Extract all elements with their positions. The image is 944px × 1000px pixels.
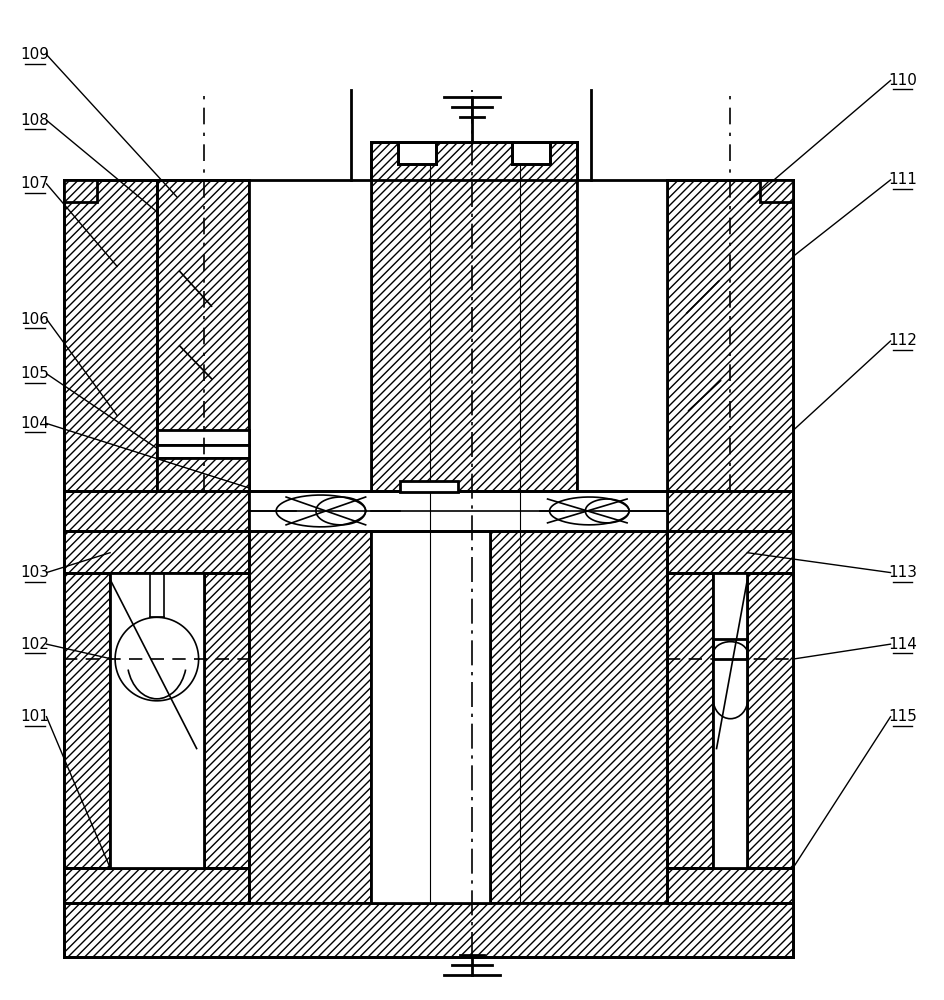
Bar — [666, 180, 792, 491]
Bar — [64, 180, 97, 202]
Bar — [110, 573, 203, 868]
Bar — [64, 531, 249, 573]
Bar — [64, 903, 792, 957]
Bar — [666, 180, 792, 491]
Bar — [157, 445, 249, 458]
Text: 106: 106 — [20, 312, 49, 327]
Bar — [370, 142, 577, 491]
Bar — [666, 573, 712, 868]
Bar — [666, 573, 712, 868]
Bar — [666, 868, 792, 903]
Bar — [760, 180, 792, 202]
Bar — [370, 142, 577, 491]
Bar — [249, 531, 370, 903]
Bar — [489, 531, 666, 903]
Text: 112: 112 — [887, 333, 916, 348]
Bar — [577, 180, 666, 491]
Text: 104: 104 — [20, 416, 49, 431]
Bar — [64, 491, 249, 531]
Bar — [666, 491, 792, 531]
Bar — [249, 180, 370, 491]
Bar — [157, 180, 249, 491]
Bar — [64, 903, 792, 957]
Bar — [489, 531, 666, 903]
Text: 115: 115 — [887, 709, 916, 724]
Bar — [666, 868, 792, 903]
Bar — [666, 531, 792, 573]
Bar — [64, 531, 249, 573]
Text: 103: 103 — [20, 565, 49, 580]
Bar — [157, 458, 249, 491]
Bar — [370, 531, 489, 903]
Bar — [64, 573, 110, 868]
Text: 110: 110 — [887, 73, 916, 88]
Bar — [712, 639, 747, 659]
Bar — [203, 573, 249, 868]
Bar — [747, 573, 792, 868]
Bar — [712, 573, 747, 868]
Text: 102: 102 — [20, 637, 49, 652]
Bar — [64, 868, 249, 903]
Bar — [64, 180, 157, 491]
Bar — [512, 142, 549, 164]
Bar — [398, 142, 436, 164]
Text: 105: 105 — [20, 366, 49, 381]
Text: 101: 101 — [20, 709, 49, 724]
Bar — [157, 445, 249, 460]
Bar — [64, 180, 97, 202]
Bar — [249, 491, 666, 531]
Bar — [64, 180, 157, 491]
Bar — [157, 430, 249, 445]
Bar — [666, 531, 792, 573]
Bar — [157, 180, 249, 491]
Bar — [760, 180, 792, 202]
Text: 111: 111 — [887, 172, 916, 187]
Text: 114: 114 — [887, 637, 916, 652]
Bar — [64, 573, 110, 868]
Text: 113: 113 — [887, 565, 916, 580]
Bar — [249, 531, 370, 903]
Bar — [157, 458, 249, 491]
Bar — [203, 573, 249, 868]
Bar — [64, 491, 249, 531]
Bar — [64, 868, 249, 903]
Text: 109: 109 — [20, 47, 49, 62]
Bar — [747, 573, 792, 868]
Bar — [400, 481, 458, 492]
Bar — [666, 491, 792, 531]
Text: 107: 107 — [20, 176, 49, 191]
Text: 108: 108 — [20, 113, 49, 128]
